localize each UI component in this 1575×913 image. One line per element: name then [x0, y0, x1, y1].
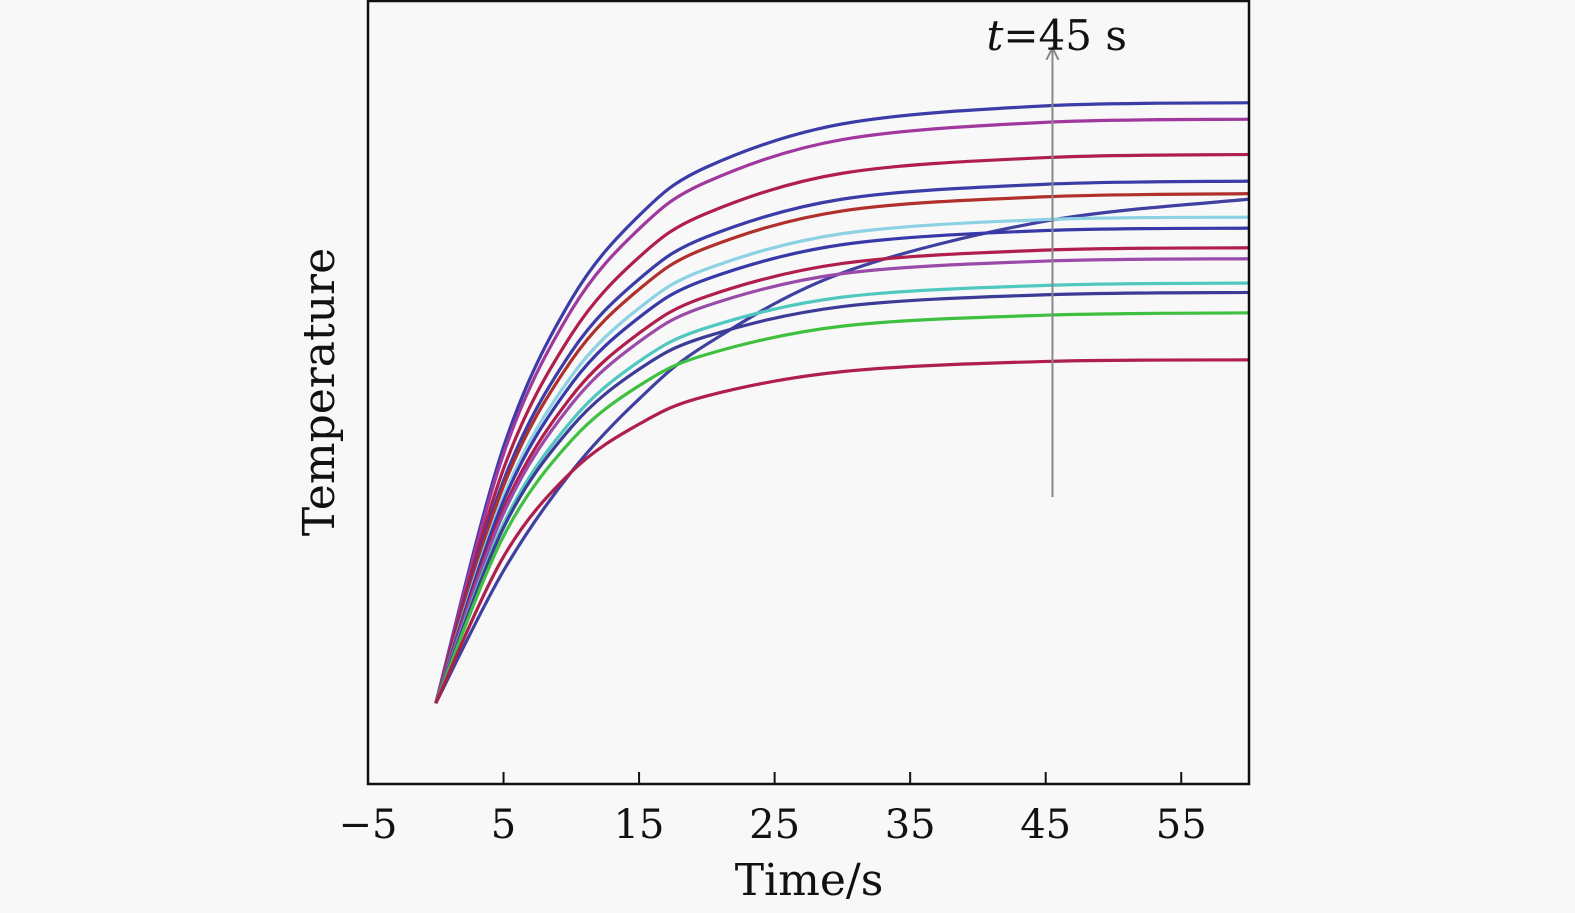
x-axis-label: Time/s	[735, 855, 884, 906]
series-line-9	[434, 246, 1250, 704]
series-line-4	[434, 179, 1250, 704]
series-line-2	[434, 117, 1250, 704]
x-tick-label: −5	[339, 802, 398, 848]
series-line-1	[434, 101, 1250, 704]
series-line-11	[434, 281, 1250, 704]
y-axis-label: Temperature	[294, 248, 345, 536]
x-tick-label: 35	[885, 802, 936, 848]
series-line-10	[434, 257, 1250, 704]
series-line-3	[434, 152, 1250, 704]
series-line-7	[434, 215, 1250, 704]
annotation-value: =45 s	[1003, 11, 1127, 60]
x-tick-label: 55	[1156, 802, 1207, 848]
series-line-13	[434, 311, 1250, 704]
x-tick-label: 45	[1020, 802, 1071, 848]
series-line-8	[434, 226, 1250, 704]
plot-frame	[366, 0, 1251, 786]
series-line-14	[434, 358, 1250, 704]
x-tick-label: 25	[749, 802, 800, 848]
series-line-12	[434, 290, 1250, 704]
x-tick-label: 5	[491, 802, 516, 848]
x-tick-label: 15	[614, 802, 665, 848]
annotation-var: t	[986, 11, 1003, 60]
series-group	[434, 101, 1250, 704]
x-axis: −5 5 15 25 35 45 55	[339, 772, 1207, 848]
annotation: t=45 s	[986, 11, 1127, 498]
annotation-arrow-head	[1045, 45, 1060, 61]
series-line-5	[434, 192, 1250, 704]
annotation-label: t=45 s	[986, 11, 1126, 60]
